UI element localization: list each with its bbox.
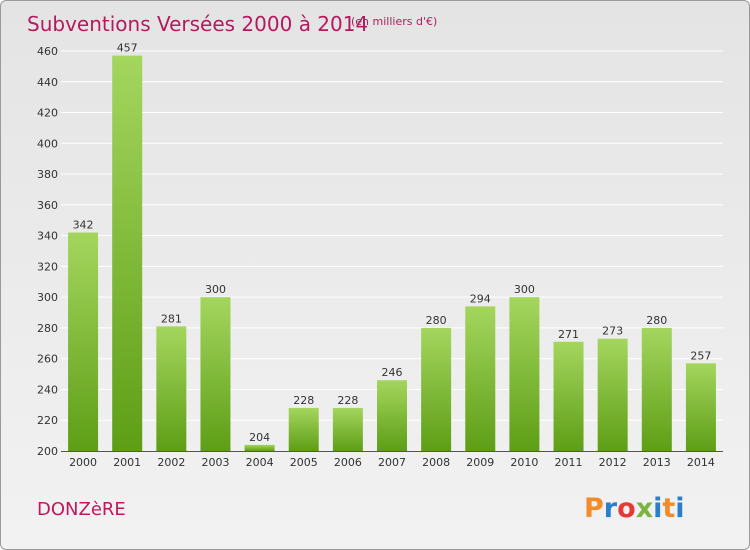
y-tick-label-340: 340 <box>37 230 58 243</box>
x-tick-label-2008: 2008 <box>422 456 450 469</box>
x-tick-label-2006: 2006 <box>334 456 362 469</box>
x-tick-label-2012: 2012 <box>599 456 627 469</box>
bar-2012 <box>597 338 628 451</box>
data-labels: 342 457 281 300 204 228 228 246 280 294 300 271 273 2… <box>73 42 712 444</box>
x-tick-label-2004: 2004 <box>246 456 274 469</box>
logo-letter: i <box>675 493 684 524</box>
bar-2000 <box>68 232 99 451</box>
y-tick-label-220: 220 <box>37 414 58 427</box>
y-tick-label-200: 200 <box>37 445 58 458</box>
bar-2007 <box>377 380 407 451</box>
bar-2003 <box>200 297 231 451</box>
data-label-2002: 281 <box>161 312 182 325</box>
bar-2008 <box>421 327 452 451</box>
bar-2013 <box>641 327 672 451</box>
y-tick-label-300: 300 <box>37 291 58 304</box>
data-label-2006: 228 <box>337 394 358 407</box>
data-label-2007: 246 <box>382 366 403 379</box>
data-label-2001: 457 <box>117 42 138 55</box>
y-tick-label-240: 240 <box>37 383 58 396</box>
bar-2014 <box>685 363 716 451</box>
x-tick-label-2009: 2009 <box>466 456 494 469</box>
bar-2005 <box>288 407 319 451</box>
x-tick-label-2010: 2010 <box>510 456 538 469</box>
x-tick-label-2011: 2011 <box>555 456 583 469</box>
x-tick-label-2007: 2007 <box>378 456 406 469</box>
x-tick-label-2013: 2013 <box>643 456 671 469</box>
data-label-2013: 280 <box>646 314 667 327</box>
y-tick-label-440: 440 <box>37 76 58 89</box>
x-tick-label-2001: 2001 <box>113 456 141 469</box>
bar-2001 <box>112 55 143 451</box>
y-tick-label-260: 260 <box>37 353 58 366</box>
chart-subtitle: (en milliers d'€) <box>351 15 437 28</box>
data-label-2000: 342 <box>73 219 94 232</box>
chart-title: Subventions Versées 2000 à 2014 <box>27 12 368 36</box>
bar-2009 <box>465 306 496 451</box>
logo-letter: t <box>662 493 675 524</box>
proxiti-logo: Proxiti <box>584 493 685 524</box>
x-tick-label-2005: 2005 <box>290 456 318 469</box>
data-label-2012: 273 <box>602 325 623 338</box>
place-name: DONZèRE <box>37 499 126 520</box>
y-tick-label-400: 400 <box>37 137 58 150</box>
y-tick-label-420: 420 <box>37 107 58 120</box>
bar-2004 <box>244 444 275 451</box>
data-label-2010: 300 <box>514 283 535 296</box>
x-tick-label-2014: 2014 <box>687 456 715 469</box>
logo-letter: P <box>584 493 604 524</box>
data-label-2008: 280 <box>426 314 447 327</box>
x-tick-label-2000: 2000 <box>69 456 97 469</box>
data-label-2014: 257 <box>690 349 711 362</box>
data-label-2009: 294 <box>470 292 491 305</box>
bar-2011 <box>553 341 584 451</box>
bars <box>68 55 716 451</box>
data-label-2011: 271 <box>558 328 579 341</box>
y-tick-label-280: 280 <box>37 322 58 335</box>
x-tick-label-2003: 2003 <box>201 456 229 469</box>
bar-2002 <box>156 326 187 451</box>
data-label-2005: 228 <box>293 394 314 407</box>
logo-letter: r <box>604 493 618 524</box>
data-label-2004: 204 <box>249 431 270 444</box>
y-axis-ticks: 200 220 240 260 280 300 320 340 360 380 400 420 440 4… <box>37 45 58 458</box>
x-axis-ticks: 2000 2001 2002 2003 2004 2005 2006 2007 2008 2009… <box>69 456 715 469</box>
y-tick-label-360: 360 <box>37 199 58 212</box>
logo-letter: i <box>653 493 662 524</box>
logo-letter: o <box>617 493 636 524</box>
bar-2010 <box>509 297 540 451</box>
logo-letter: x <box>636 493 653 524</box>
bar-2006 <box>332 407 363 451</box>
data-label-2003: 300 <box>205 283 226 296</box>
y-tick-label-320: 320 <box>37 260 58 273</box>
x-tick-label-2002: 2002 <box>157 456 185 469</box>
y-tick-label-460: 460 <box>37 45 58 58</box>
y-tick-label-380: 380 <box>37 168 58 181</box>
